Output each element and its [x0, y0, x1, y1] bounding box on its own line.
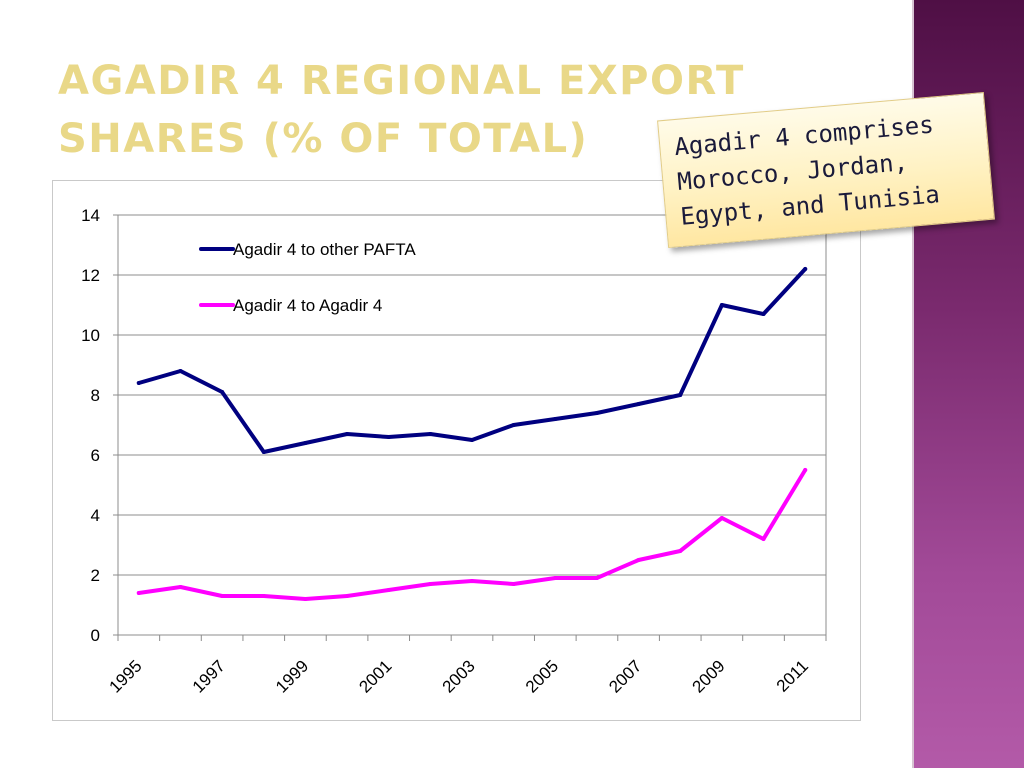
data-point — [136, 381, 141, 385]
data-point — [345, 432, 350, 436]
x-tick-label: 2007 — [605, 656, 645, 696]
legend-label-2: Agadir 4 to Agadir 4 — [233, 296, 382, 315]
x-tick-label: 2009 — [689, 656, 729, 696]
data-point — [761, 312, 766, 316]
data-point — [719, 516, 724, 520]
x-tick-label: 2001 — [355, 656, 395, 696]
x-tick-label: 1999 — [272, 656, 312, 696]
data-point — [511, 582, 516, 586]
data-point — [594, 411, 599, 415]
y-tick-label: 6 — [91, 446, 100, 465]
chart-frame: 0 2 4 6 8 10 12 14 1995 1997 1999 2001 2003 2005 2007 2… — [52, 180, 861, 721]
data-point — [719, 303, 724, 307]
data-point — [220, 594, 225, 598]
data-point — [428, 582, 433, 586]
data-point — [636, 558, 641, 562]
x-tick-label: 2005 — [522, 656, 562, 696]
data-point — [803, 468, 808, 472]
data-point — [178, 585, 183, 589]
data-point — [178, 369, 183, 373]
data-point — [386, 588, 391, 592]
data-point — [553, 417, 558, 421]
x-tick-label: 2011 — [773, 656, 812, 695]
data-point — [261, 594, 266, 598]
y-tick-label: 4 — [91, 506, 100, 525]
data-point — [470, 579, 474, 583]
x-tick-label: 1995 — [105, 656, 145, 696]
data-point — [303, 597, 308, 601]
data-point — [803, 267, 808, 271]
data-point — [386, 435, 391, 439]
x-tick-label: 1997 — [189, 656, 229, 696]
data-point — [428, 432, 433, 436]
data-point — [345, 594, 350, 598]
data-point — [136, 591, 141, 595]
data-point — [761, 537, 766, 541]
data-point — [636, 402, 641, 406]
y-tick-label: 14 — [81, 206, 100, 225]
y-tick-label: 10 — [81, 326, 100, 345]
data-point — [220, 390, 225, 394]
line-chart: 0 2 4 6 8 10 12 14 1995 1997 1999 2001 2003 2005 2007 2… — [81, 206, 827, 697]
y-tick-label: 2 — [91, 566, 100, 585]
y-tick-label: 0 — [91, 626, 100, 645]
data-point — [553, 576, 558, 580]
slide-title: Agadir 4 Regional Export Shares (% of To… — [58, 58, 745, 162]
data-point — [303, 441, 308, 445]
legend-label-1: Agadir 4 to other PAFTA — [233, 240, 416, 259]
data-point — [511, 423, 516, 427]
y-tick-label: 8 — [91, 386, 100, 405]
data-point — [594, 576, 599, 580]
x-tick-label: 2003 — [439, 656, 479, 696]
y-tick-label: 12 — [81, 266, 100, 285]
data-point — [678, 549, 683, 553]
data-point — [261, 450, 266, 454]
data-point — [678, 393, 683, 397]
data-point — [470, 438, 474, 442]
